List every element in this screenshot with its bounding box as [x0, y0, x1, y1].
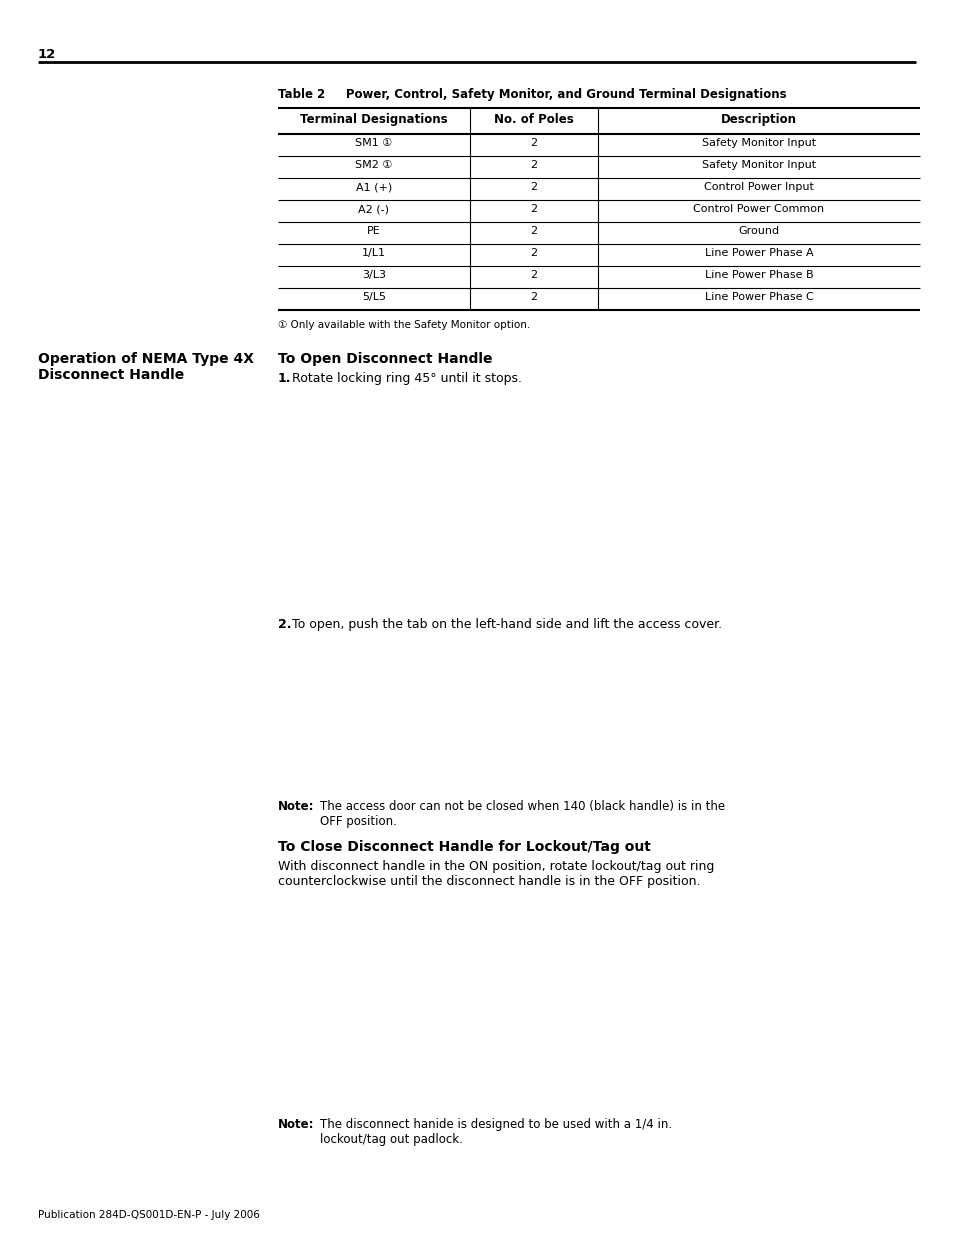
Text: Note:: Note:	[277, 1118, 314, 1131]
Text: Terminal Designations: Terminal Designations	[300, 112, 447, 126]
Text: PE: PE	[367, 226, 380, 236]
Text: With disconnect handle in the ON position, rotate lockout/tag out ring: With disconnect handle in the ON positio…	[277, 860, 714, 873]
Text: Control Power Common: Control Power Common	[693, 204, 823, 214]
Text: 2.: 2.	[277, 618, 292, 631]
Text: 2: 2	[530, 204, 537, 214]
Text: 1/L1: 1/L1	[361, 248, 386, 258]
Text: 12: 12	[38, 48, 56, 61]
Text: 2: 2	[530, 291, 537, 303]
Text: To Close Disconnect Handle for Lockout/Tag out: To Close Disconnect Handle for Lockout/T…	[277, 840, 650, 853]
Text: 2: 2	[530, 138, 537, 148]
Text: Note:: Note:	[277, 800, 314, 813]
Text: Rotate locking ring 45° until it stops.: Rotate locking ring 45° until it stops.	[292, 372, 521, 385]
Text: To Open Disconnect Handle: To Open Disconnect Handle	[277, 352, 492, 366]
Text: Control Power Input: Control Power Input	[703, 182, 813, 191]
Text: 1.: 1.	[277, 372, 292, 385]
Text: To open, push the tab on the left-hand side and lift the access cover.: To open, push the tab on the left-hand s…	[292, 618, 721, 631]
Text: No. of Poles: No. of Poles	[494, 112, 574, 126]
Text: counterclockwise until the disconnect handle is in the OFF position.: counterclockwise until the disconnect ha…	[277, 876, 700, 888]
Text: Disconnect Handle: Disconnect Handle	[38, 368, 184, 382]
Text: Publication 284D-QS001D-EN-P - July 2006: Publication 284D-QS001D-EN-P - July 2006	[38, 1210, 259, 1220]
Text: OFF position.: OFF position.	[319, 815, 396, 827]
Text: A2 (-): A2 (-)	[358, 204, 389, 214]
Text: ① Only available with the Safety Monitor option.: ① Only available with the Safety Monitor…	[277, 320, 530, 330]
Text: 2: 2	[530, 248, 537, 258]
Text: Safety Monitor Input: Safety Monitor Input	[701, 161, 815, 170]
Text: Operation of NEMA Type 4X: Operation of NEMA Type 4X	[38, 352, 253, 366]
Text: Ground: Ground	[738, 226, 779, 236]
Text: Table 2     Power, Control, Safety Monitor, and Ground Terminal Designations: Table 2 Power, Control, Safety Monitor, …	[277, 88, 786, 101]
Text: 3/L3: 3/L3	[361, 270, 386, 280]
Text: Line Power Phase A: Line Power Phase A	[704, 248, 813, 258]
Text: Description: Description	[720, 112, 796, 126]
Text: 2: 2	[530, 226, 537, 236]
Text: SM1 ①: SM1 ①	[355, 138, 393, 148]
Text: Line Power Phase C: Line Power Phase C	[704, 291, 813, 303]
Text: lockout/tag out padlock.: lockout/tag out padlock.	[319, 1132, 462, 1146]
Text: Line Power Phase B: Line Power Phase B	[704, 270, 813, 280]
Text: 2: 2	[530, 161, 537, 170]
Text: The access door can not be closed when 140 (black handle) is in the: The access door can not be closed when 1…	[319, 800, 724, 813]
Text: The disconnect hanide is designed to be used with a 1/4 in.: The disconnect hanide is designed to be …	[319, 1118, 672, 1131]
Text: 2: 2	[530, 270, 537, 280]
Text: A1 (+): A1 (+)	[355, 182, 392, 191]
Text: 2: 2	[530, 182, 537, 191]
Text: 5/L5: 5/L5	[361, 291, 386, 303]
Text: Safety Monitor Input: Safety Monitor Input	[701, 138, 815, 148]
Text: SM2 ①: SM2 ①	[355, 161, 393, 170]
